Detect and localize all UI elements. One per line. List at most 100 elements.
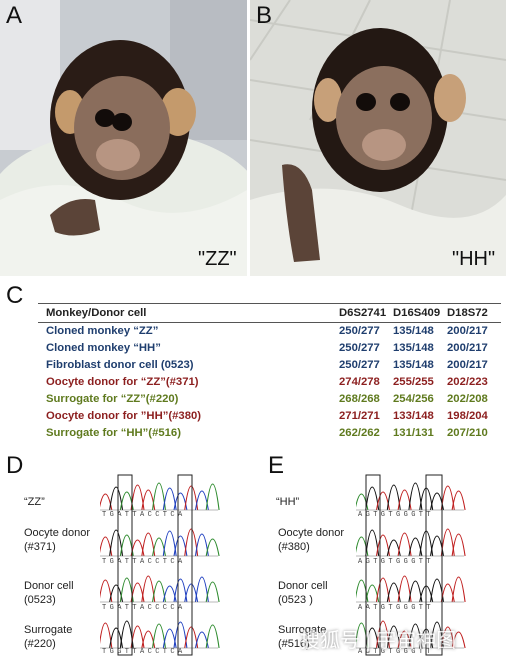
trace-peak [205, 483, 220, 511]
highlight-box [117, 474, 133, 656]
d-label-donor: Donor cell [24, 580, 74, 592]
table-row: Cloned monkey “ZZ” 250/277 135/148 200/217 [38, 323, 501, 341]
table-cell-d16s409: 254/256 [393, 393, 434, 405]
monkey-zz-illustration [0, 0, 247, 276]
table-cell-d6s2741: 250/277 [339, 325, 380, 337]
table-cell-d6s2741: 271/271 [339, 410, 380, 422]
table-cell-name: Fibroblast donor cell (0523) [46, 359, 194, 371]
table-cell-name: Oocyte donor for ”HH”(#380) [46, 410, 202, 422]
panel-label-e: E [268, 452, 285, 479]
highlight-box [365, 474, 381, 656]
d-seq-4: TGGTTACCTCA [102, 648, 186, 656]
trace-peak [205, 624, 220, 649]
microsatellite-table: Monkey/Donor cell D6S2741 D16S409 D18S72… [38, 303, 501, 442]
table-cell-name: Cloned monkey “HH” [46, 342, 161, 354]
trace-peak [397, 532, 412, 557]
header-d18s72: D18S72 [447, 303, 501, 323]
table-cell-d18s72: 200/217 [447, 342, 488, 354]
panel-label-a: A [6, 2, 23, 29]
genotype-table: Monkey/Donor cell D6S2741 D16S409 D18S72… [38, 303, 501, 442]
table-cell-d16s409: 135/148 [393, 359, 434, 371]
table-cell-name: Oocyte donor for “ZZ”(#371) [46, 376, 199, 388]
e-label-surrogate-id: (#516) [278, 638, 310, 650]
trace-peak [109, 486, 124, 511]
trace-peak [451, 490, 466, 511]
d-seq-3: TGATTACCCCA [102, 604, 186, 612]
trace-peak [194, 576, 209, 603]
chromatogram-d [100, 474, 220, 656]
d-seq-2: TGATTACCTCA [102, 558, 186, 566]
table-cell-name: Surrogate for “HH”(#516) [46, 427, 181, 439]
e-label-oocyte: Oocyte donor [278, 527, 345, 539]
table-cell-d18s72: 202/208 [447, 393, 488, 405]
trace-peak [356, 622, 369, 649]
table-cell-d16s409: 135/148 [393, 342, 434, 354]
table-row: Surrogate for “ZZ”(#220) 268/268 254/256 20… [38, 391, 501, 408]
table-cell-d18s72: 198/204 [447, 410, 488, 422]
trace-peak [205, 581, 220, 603]
table-cell-name: Surrogate for “ZZ”(#220) [46, 393, 179, 405]
trace-peak [375, 577, 391, 603]
caption-zz: "ZZ" [198, 248, 237, 270]
table-cell-d18s72: 202/223 [447, 376, 488, 388]
e-label-donor-id: (0523 ) [278, 594, 313, 606]
trace-peak [141, 532, 156, 557]
table-row: Oocyte donor for “ZZ”(#371) 274/278 255/25… [38, 374, 501, 391]
trace-peak [152, 623, 166, 649]
d-label-oocyte: Oocyte donor [24, 527, 91, 539]
table-cell-d6s2741: 262/262 [339, 427, 380, 439]
d-label-surrogate-id: (#220) [24, 638, 56, 650]
d-label-donor-id: (0523) [24, 594, 56, 606]
header-d6s2741: D6S2741 [339, 303, 393, 323]
highlight-box [425, 474, 443, 656]
header-monkey: Monkey/Donor cell [38, 303, 339, 323]
table-header-row: Monkey/Donor cell D6S2741 D16S409 D18S72 [38, 303, 501, 323]
trace-peak [205, 538, 220, 557]
table-cell-d18s72: 200/217 [447, 325, 488, 337]
trace-peak [451, 631, 466, 649]
table-cell-name: Cloned monkey “ZZ” [46, 325, 159, 337]
table-cell-d6s2741: 274/278 [339, 376, 380, 388]
d-label-oocyte-id: (#371) [24, 541, 56, 553]
e-seq-4: AGTGTGGGTT [358, 648, 435, 656]
trace-peak [386, 484, 401, 511]
trace-peak [408, 623, 423, 649]
table-cell-d18s72: 200/217 [447, 359, 488, 371]
e-label-hh: “HH” [276, 496, 300, 508]
table-row: Fibroblast donor cell (0523) 250/277 135/1… [38, 357, 501, 374]
table-cell-d6s2741: 268/268 [339, 393, 380, 405]
trace-peak [451, 576, 466, 603]
monkey-hh-illustration [250, 0, 506, 276]
table-row: Surrogate for “HH”(#516) 262/262 131/131 20… [38, 425, 501, 442]
e-label-surrogate: Surrogate [278, 624, 327, 636]
d-label-zz: “ZZ” [24, 496, 45, 508]
trace-peak [451, 533, 466, 557]
table-row: Cloned monkey “HH” 250/277 135/148 200/217 [38, 340, 501, 357]
panel-label-d: D [6, 452, 24, 479]
e-label-donor: Donor cell [278, 580, 328, 592]
photo-hh [250, 0, 506, 276]
table-cell-d16s409: 133/148 [393, 410, 434, 422]
panel-label-b: B [256, 2, 273, 29]
caption-hh: "HH" [452, 248, 496, 270]
trace-peak [162, 530, 177, 557]
e-label-oocyte-id: (#380) [278, 541, 310, 553]
e-seq-3: AATGTGGGTT [358, 604, 435, 612]
table-cell-d16s409: 255/255 [393, 376, 434, 388]
watermark-text: 搜狐号 | 宇宙神图 [300, 630, 457, 652]
trace-peak [365, 486, 380, 511]
trace-peak [184, 485, 199, 511]
header-d16s409: D16S409 [393, 303, 447, 323]
trace-peak [100, 622, 113, 649]
table-cell-d6s2741: 250/277 [339, 342, 380, 354]
trace-peak [440, 485, 455, 511]
e-seq-2: AGTGTGGGTT [358, 558, 435, 566]
table-cell-d16s409: 131/131 [393, 427, 434, 439]
photo-zz [0, 0, 247, 276]
panel-label-c: C [6, 282, 24, 309]
d-seq-1: TGATTACCTCA [102, 511, 186, 519]
table-row: Oocyte donor for ”HH”(#380) 271/271 133/14… [38, 408, 501, 425]
d-label-surrogate: Surrogate [24, 624, 73, 636]
table-cell-d16s409: 135/148 [393, 325, 434, 337]
table-body: Cloned monkey “ZZ” 250/277 135/148 200/217 C… [38, 323, 501, 443]
